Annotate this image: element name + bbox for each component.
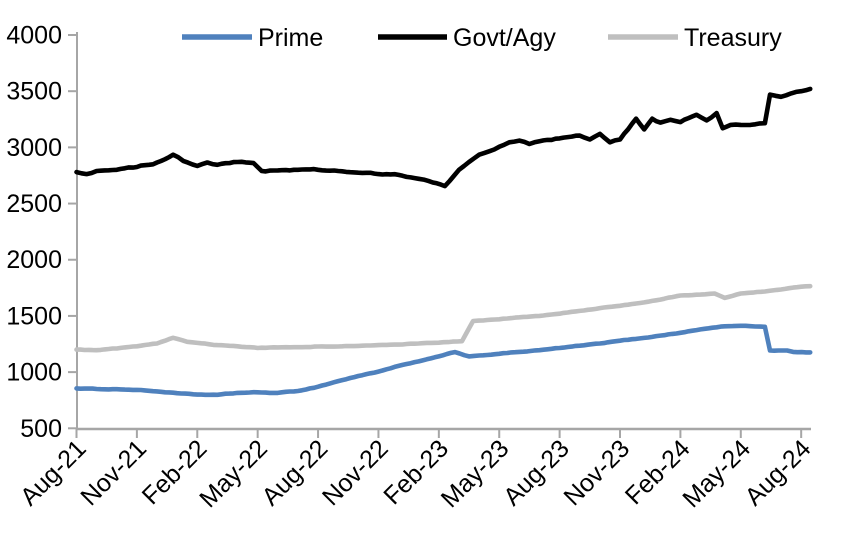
x-tick-label: Nov-22 — [317, 434, 394, 511]
x-tick-label: Aug-23 — [498, 434, 575, 511]
y-tick-label: 1000 — [6, 359, 62, 387]
y-tick-label: 4000 — [6, 22, 62, 50]
series-treasury-line — [74, 283, 813, 353]
x-tick-label: Aug-22 — [256, 434, 333, 511]
y-tick-label: 2500 — [6, 190, 62, 218]
x-tick-label: Aug-21 — [15, 434, 92, 511]
series-prime-line — [74, 323, 813, 398]
x-tick-label: Nov-23 — [558, 434, 635, 511]
legend-item-prime: Prime — [182, 24, 323, 52]
y-tick-label: 500 — [20, 415, 62, 443]
y-tick-label: 3000 — [6, 134, 62, 162]
legend-item-treasury: Treasury — [608, 24, 782, 52]
x-tick-label: May-23 — [436, 434, 515, 513]
y-tick-label: 1500 — [6, 302, 62, 330]
legend-govt-agy-label: Govt/Agy — [453, 24, 556, 52]
y-tick-label: 2000 — [6, 246, 62, 274]
x-tick-label: Nov-21 — [75, 434, 152, 511]
x-tick-label: Aug-24 — [740, 434, 817, 511]
series-govt-agy-line — [74, 86, 813, 189]
legend-treasury-label: Treasury — [684, 24, 782, 52]
x-tick-label: May-22 — [194, 434, 273, 513]
x-tick-label: May-24 — [677, 434, 756, 513]
y-tick-label: 3500 — [6, 78, 62, 106]
legend-item-govt-agy: Govt/Agy — [378, 24, 556, 52]
legend-prime-label: Prime — [258, 24, 323, 52]
